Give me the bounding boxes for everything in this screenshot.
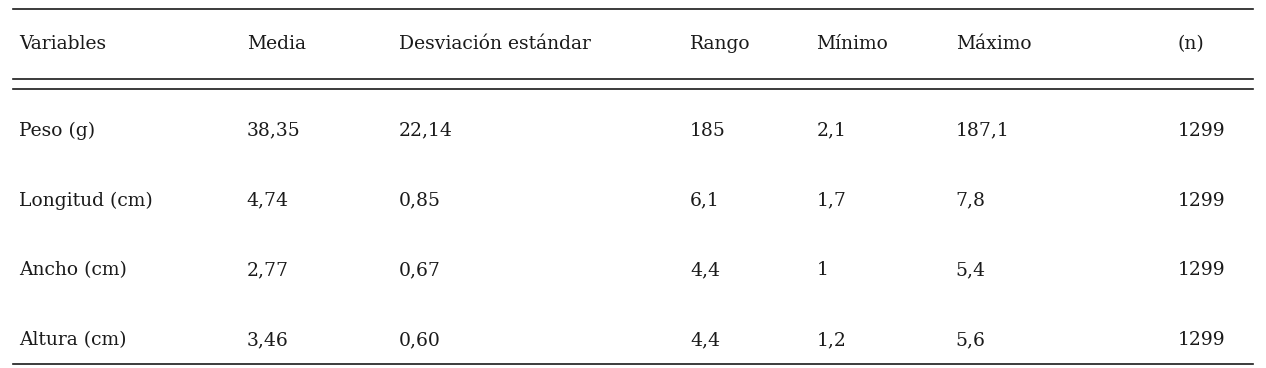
Text: Peso (g): Peso (g) xyxy=(19,121,95,140)
Text: 1: 1 xyxy=(817,262,828,279)
Text: 185: 185 xyxy=(690,122,725,139)
Text: 0,67: 0,67 xyxy=(399,262,441,279)
Text: 4,4: 4,4 xyxy=(690,262,720,279)
Text: Desviación estándar: Desviación estándar xyxy=(399,35,591,53)
Text: 1299: 1299 xyxy=(1177,332,1225,349)
Text: 2,1: 2,1 xyxy=(817,122,847,139)
Text: 1,7: 1,7 xyxy=(817,192,847,209)
Text: Media: Media xyxy=(247,35,306,53)
Text: Variables: Variables xyxy=(19,35,106,53)
Text: 7,8: 7,8 xyxy=(956,192,986,209)
Text: 0,60: 0,60 xyxy=(399,332,441,349)
Text: 38,35: 38,35 xyxy=(247,122,300,139)
Text: Máximo: Máximo xyxy=(956,35,1032,53)
Text: Rango: Rango xyxy=(690,35,751,53)
Text: Mínimo: Mínimo xyxy=(817,35,889,53)
Text: Longitud (cm): Longitud (cm) xyxy=(19,191,153,210)
Text: 3,46: 3,46 xyxy=(247,332,289,349)
Text: 1299: 1299 xyxy=(1177,192,1225,209)
Text: 22,14: 22,14 xyxy=(399,122,453,139)
Text: 5,6: 5,6 xyxy=(956,332,986,349)
Text: (n): (n) xyxy=(1177,35,1204,53)
Text: 1299: 1299 xyxy=(1177,262,1225,279)
Text: 1299: 1299 xyxy=(1177,122,1225,139)
Text: 1,2: 1,2 xyxy=(817,332,847,349)
Text: 6,1: 6,1 xyxy=(690,192,719,209)
Text: Ancho (cm): Ancho (cm) xyxy=(19,262,127,279)
Text: 0,85: 0,85 xyxy=(399,192,441,209)
Text: 2,77: 2,77 xyxy=(247,262,289,279)
Text: 4,74: 4,74 xyxy=(247,192,289,209)
Text: 187,1: 187,1 xyxy=(956,122,1009,139)
Text: 4,4: 4,4 xyxy=(690,332,720,349)
Text: Altura (cm): Altura (cm) xyxy=(19,332,127,349)
Text: 5,4: 5,4 xyxy=(956,262,986,279)
